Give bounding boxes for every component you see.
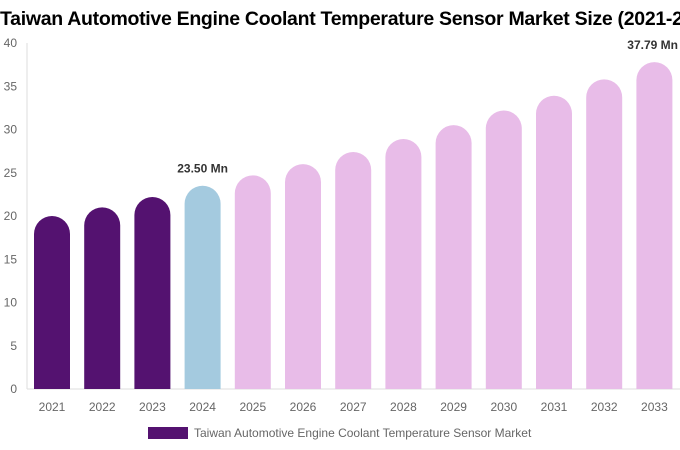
x-tick-label: 2022 bbox=[89, 400, 116, 414]
bar-2027 bbox=[335, 151, 372, 389]
x-tick-label: 2026 bbox=[290, 400, 317, 414]
y-tick-label: 5 bbox=[10, 339, 17, 353]
y-tick-label: 40 bbox=[4, 36, 18, 50]
x-tick-label: 2033 bbox=[641, 400, 668, 414]
y-tick-label: 0 bbox=[10, 382, 17, 396]
x-tick-label: 2031 bbox=[541, 400, 568, 414]
bar-2028 bbox=[385, 139, 422, 389]
bar-2026 bbox=[285, 164, 321, 389]
bar-2031 bbox=[536, 95, 572, 389]
legend-label: Taiwan Automotive Engine Coolant Tempera… bbox=[194, 426, 532, 440]
bar-2024 bbox=[184, 185, 221, 389]
x-tick-label: 2030 bbox=[490, 400, 517, 414]
x-tick-label: 2024 bbox=[189, 400, 216, 414]
x-tick-label: 2027 bbox=[340, 400, 367, 414]
y-tick-label: 10 bbox=[4, 296, 18, 310]
x-tick-label: 2025 bbox=[239, 400, 266, 414]
y-tick-label: 20 bbox=[4, 209, 18, 223]
y-tick-label: 15 bbox=[4, 252, 18, 266]
bar-2025 bbox=[234, 175, 271, 389]
bar-2030 bbox=[485, 110, 522, 389]
legend-swatch bbox=[148, 427, 188, 439]
y-tick-label: 35 bbox=[4, 79, 18, 93]
x-tick-label: 2032 bbox=[591, 400, 618, 414]
bar-2021 bbox=[34, 216, 70, 389]
y-tick-label: 25 bbox=[4, 166, 18, 180]
data-label: 37.79 Mn bbox=[627, 38, 678, 52]
chart-title: Taiwan Automotive Engine Coolant Tempera… bbox=[0, 8, 680, 30]
x-tick-label: 2029 bbox=[440, 400, 467, 414]
y-tick-label: 30 bbox=[4, 123, 18, 137]
x-tick-label: 2021 bbox=[39, 400, 66, 414]
legend[interactable]: Taiwan Automotive Engine Coolant Tempera… bbox=[148, 426, 531, 440]
bar-2022 bbox=[84, 207, 121, 389]
x-tick-label: 2023 bbox=[139, 400, 166, 414]
bar-2029 bbox=[435, 125, 472, 390]
bar-2032 bbox=[586, 79, 623, 389]
data-label: 23.50 Mn bbox=[177, 162, 228, 176]
x-tick-label: 2028 bbox=[390, 400, 417, 414]
bar-2023 bbox=[134, 196, 171, 389]
bar-2033 bbox=[636, 62, 673, 389]
